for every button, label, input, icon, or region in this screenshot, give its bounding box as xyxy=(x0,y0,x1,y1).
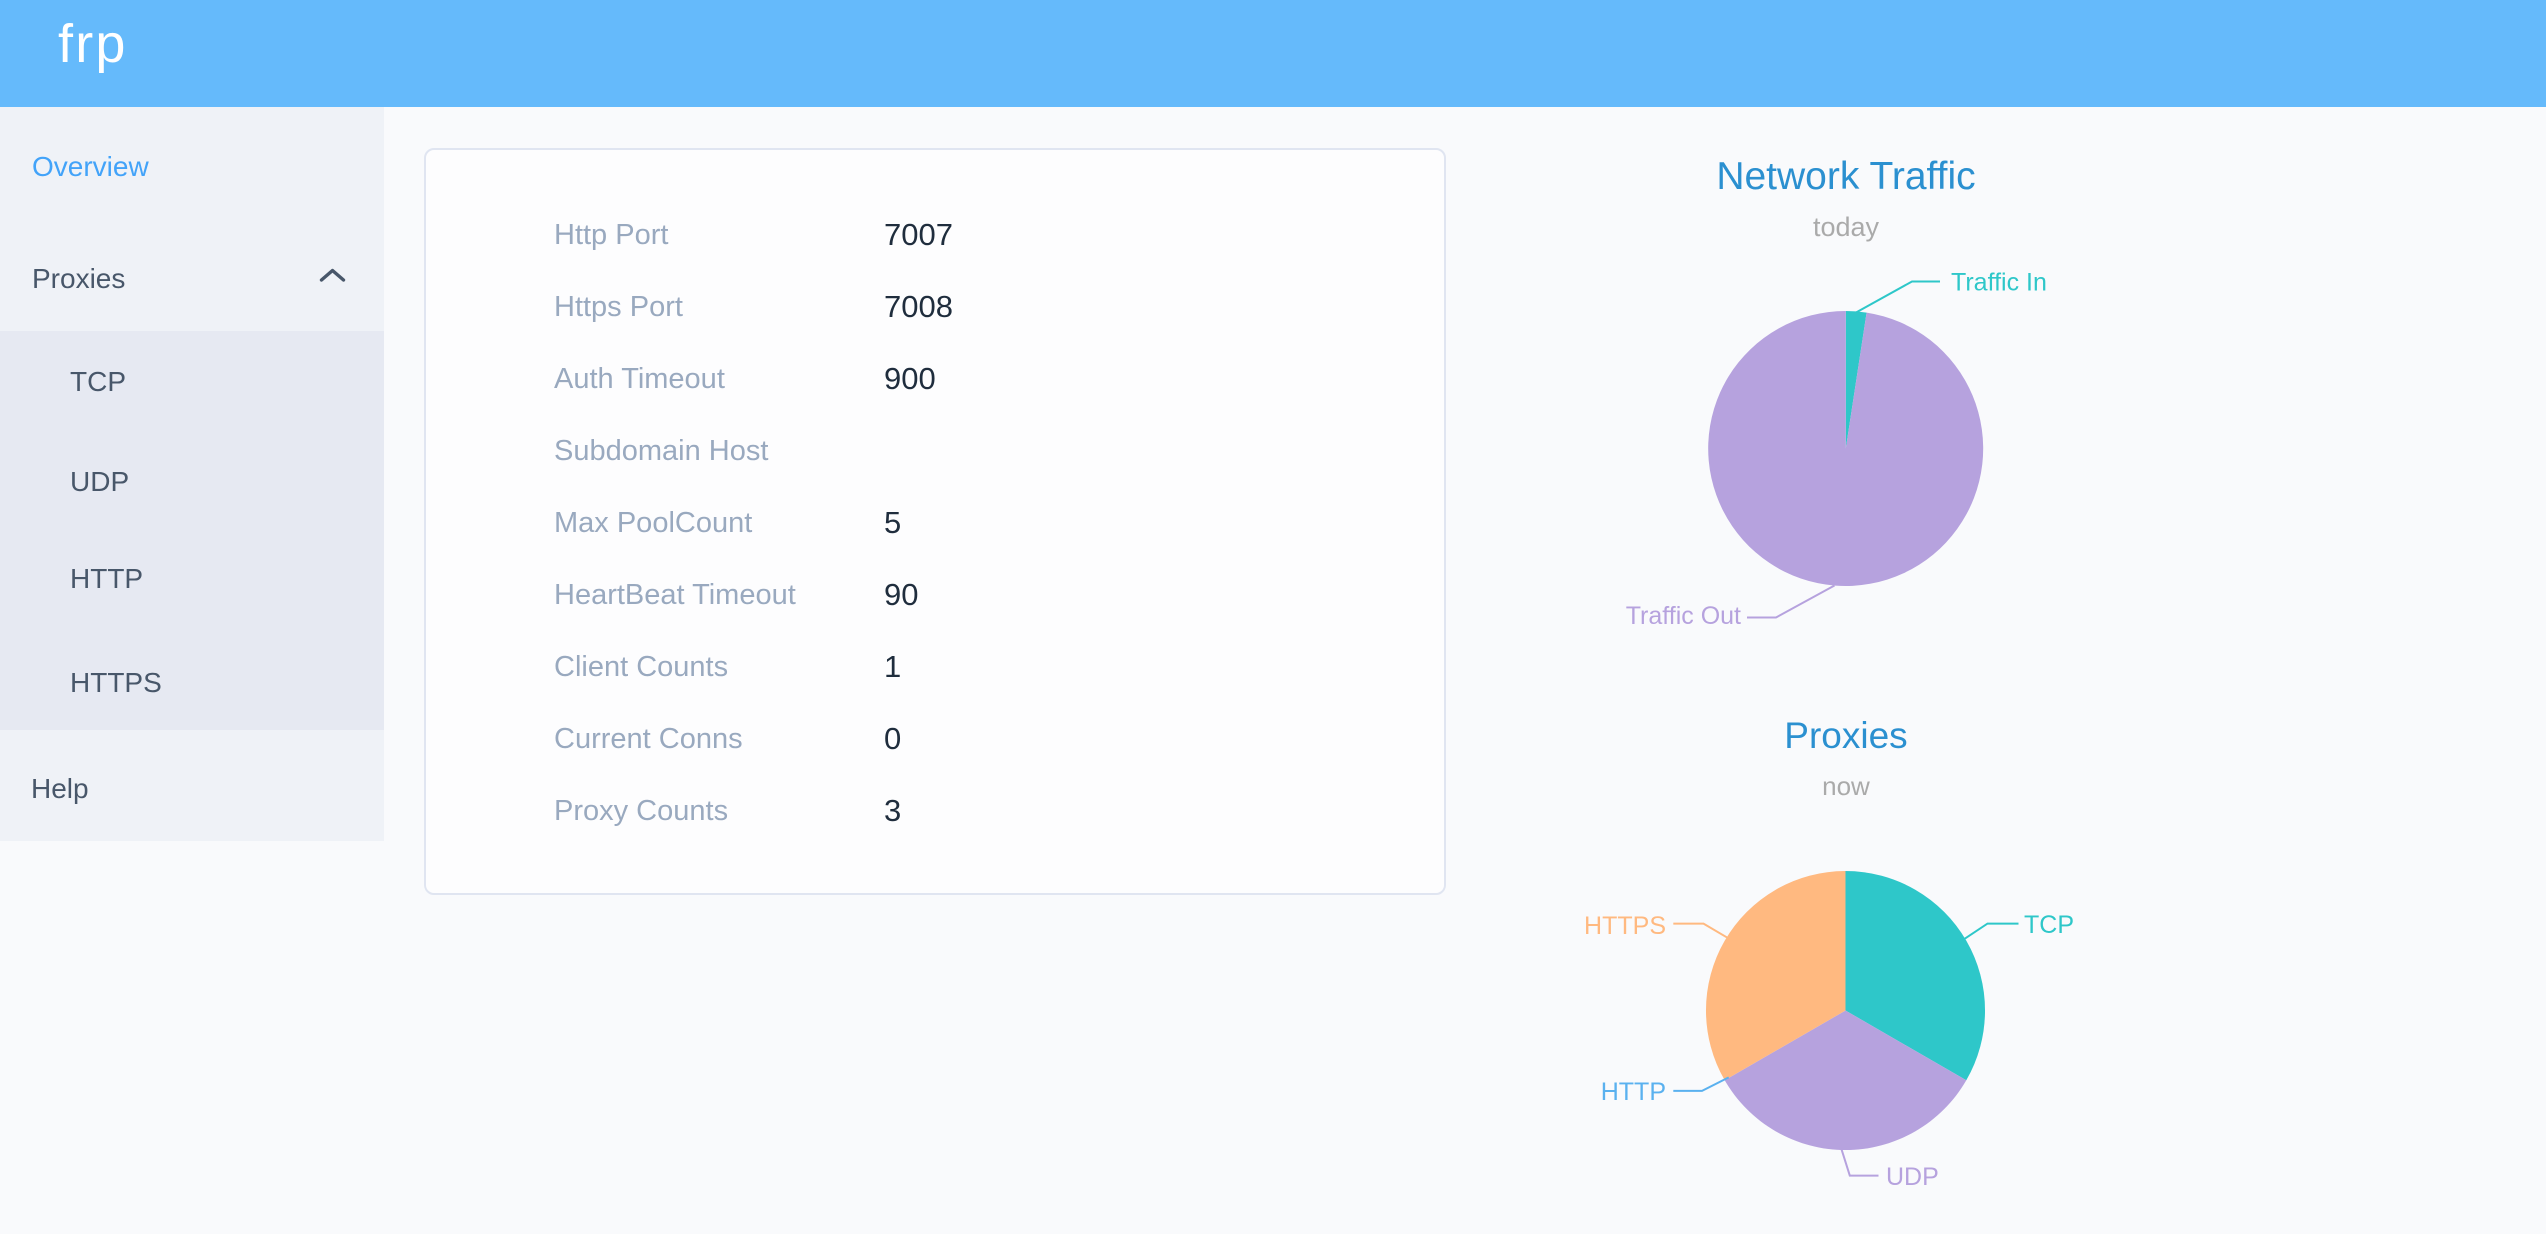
svg-text:TCP: TCP xyxy=(2024,911,2074,939)
svg-text:Overview: Overview xyxy=(32,151,149,182)
svg-text:7007: 7007 xyxy=(884,217,953,252)
svg-text:Client Counts: Client Counts xyxy=(554,651,728,683)
svg-text:UDP: UDP xyxy=(70,466,129,497)
svg-text:7008: 7008 xyxy=(884,289,953,324)
svg-text:3: 3 xyxy=(884,793,901,828)
svg-text:Https Port: Https Port xyxy=(554,291,683,323)
svg-text:90: 90 xyxy=(884,577,918,612)
svg-text:TCP: TCP xyxy=(70,366,126,397)
svg-text:today: today xyxy=(1813,212,1880,242)
svg-text:Max PoolCount: Max PoolCount xyxy=(554,507,752,539)
svg-text:Traffic Out: Traffic Out xyxy=(1626,602,1741,630)
svg-text:Network Traffic: Network Traffic xyxy=(1716,155,1975,198)
svg-text:now: now xyxy=(1822,771,1870,801)
svg-text:Current Conns: Current Conns xyxy=(554,723,743,755)
svg-text:1: 1 xyxy=(884,649,901,684)
svg-text:5: 5 xyxy=(884,505,901,540)
svg-text:Help: Help xyxy=(31,773,89,804)
svg-text:Auth Timeout: Auth Timeout xyxy=(554,363,725,395)
svg-text:frp: frp xyxy=(58,14,128,74)
svg-text:Traffic In: Traffic In xyxy=(1951,269,2047,297)
svg-text:HeartBeat Timeout: HeartBeat Timeout xyxy=(554,579,796,611)
svg-text:HTTP: HTTP xyxy=(1601,1078,1666,1106)
svg-text:HTTPS: HTTPS xyxy=(1584,912,1666,940)
svg-text:0: 0 xyxy=(884,721,901,756)
svg-text:900: 900 xyxy=(884,361,936,396)
svg-text:Proxies: Proxies xyxy=(1784,715,1907,756)
svg-text:HTTP: HTTP xyxy=(70,563,143,594)
svg-text:Proxies: Proxies xyxy=(32,263,125,294)
svg-text:Proxy Counts: Proxy Counts xyxy=(554,795,728,827)
svg-text:UDP: UDP xyxy=(1886,1163,1939,1191)
svg-text:HTTPS: HTTPS xyxy=(70,667,162,698)
svg-text:Http Port: Http Port xyxy=(554,219,668,251)
svg-text:Subdomain Host: Subdomain Host xyxy=(554,435,768,467)
